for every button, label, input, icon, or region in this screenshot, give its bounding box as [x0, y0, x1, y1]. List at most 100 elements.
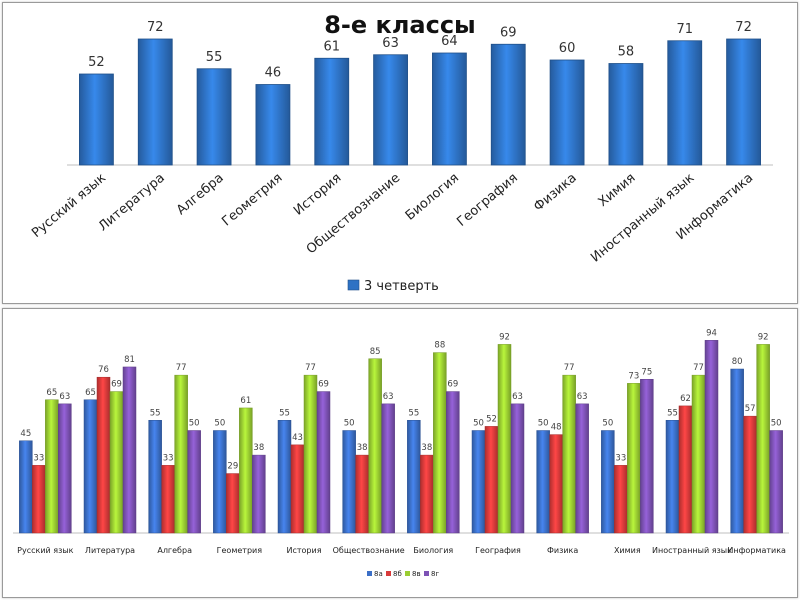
x-tick-label: Информатика: [727, 546, 786, 555]
bar: [704, 340, 719, 534]
x-tick-label: География: [454, 171, 521, 230]
legend-label: 3 четверть: [364, 279, 439, 294]
bar: [726, 38, 761, 166]
x-tick-label: Русский язык: [29, 170, 109, 240]
data-label: 88: [434, 341, 445, 351]
bar: [420, 454, 434, 534]
data-label: 63: [577, 392, 588, 402]
bar: [148, 420, 162, 534]
data-label: 38: [421, 443, 432, 453]
data-label: 55: [206, 50, 223, 65]
bar: [109, 391, 124, 534]
data-label: 33: [615, 453, 626, 463]
data-label: 50: [473, 419, 484, 429]
x-tick-label: Русский язык: [17, 546, 74, 555]
bar: [510, 403, 525, 534]
data-label: 63: [512, 392, 523, 402]
data-label: 50: [189, 419, 200, 429]
bar: [497, 344, 512, 534]
data-label: 69: [318, 380, 329, 390]
bar: [490, 43, 526, 166]
data-label: 52: [486, 414, 497, 424]
x-tick-label: Литература: [85, 546, 135, 555]
bar: [471, 430, 486, 534]
bar: [290, 444, 305, 534]
x-tick-label: Физика: [547, 546, 578, 555]
data-label: 72: [735, 20, 752, 35]
bar: [174, 374, 188, 534]
legend-label: 8а: [374, 570, 383, 578]
x-tick-label: Химия: [596, 171, 639, 210]
data-label: 61: [240, 396, 251, 406]
data-label: 72: [147, 20, 164, 35]
bar: [627, 383, 641, 534]
data-label: 60: [559, 41, 576, 56]
x-tick-label: История: [291, 171, 344, 219]
bar: [355, 454, 369, 534]
data-label: 81: [124, 355, 135, 365]
data-label: 33: [163, 453, 174, 463]
bar: [277, 420, 292, 534]
bar: [96, 376, 111, 534]
data-label: 48: [551, 423, 562, 433]
bar: [161, 465, 175, 534]
bar: [255, 84, 291, 166]
data-label: 62: [680, 394, 691, 404]
x-tick-label: Иностранный язык: [652, 546, 732, 555]
data-label: 69: [500, 25, 517, 40]
x-tick-label: Алгебра: [174, 171, 227, 219]
bar: [342, 430, 356, 534]
legend-swatch: [347, 279, 360, 291]
bar: [58, 403, 72, 534]
data-label: 73: [628, 371, 639, 381]
bar: [608, 63, 644, 166]
data-label: 92: [499, 332, 510, 342]
data-label: 55: [667, 408, 678, 418]
data-label: 63: [382, 36, 399, 51]
data-label: 45: [20, 429, 31, 439]
data-label: 57: [745, 404, 756, 414]
data-label: 50: [602, 419, 613, 429]
bar: [640, 379, 654, 534]
data-label: 55: [279, 408, 290, 418]
data-label: 50: [771, 419, 782, 429]
data-label: 52: [88, 55, 105, 70]
bar: [433, 352, 447, 534]
data-label: 38: [357, 443, 368, 453]
bar: [536, 430, 550, 534]
chart-top-panel: 8-е классы 52 Русский язык 72 Литература 55 А…: [2, 2, 798, 304]
bar: [743, 415, 757, 534]
data-label: 94: [706, 328, 717, 338]
x-tick-label: Биология: [413, 546, 453, 555]
x-tick-label: Обществознание: [333, 546, 405, 555]
bar: [303, 374, 318, 534]
bar: [83, 399, 98, 534]
x-tick-label: Геометрия: [219, 171, 285, 230]
data-label: 38: [253, 443, 264, 453]
data-label: 55: [408, 408, 419, 418]
bar: [575, 403, 589, 534]
bar: [196, 68, 232, 166]
bar: [691, 374, 706, 534]
legend-swatch: [367, 571, 372, 576]
bar: [678, 405, 693, 534]
data-label: 33: [33, 453, 44, 463]
bar: [226, 473, 240, 534]
bar: [79, 73, 114, 166]
bar: [407, 420, 421, 534]
legend-label: 8г: [431, 570, 439, 578]
data-label: 77: [564, 363, 575, 373]
data-label: 80: [732, 357, 743, 367]
legend-swatch: [386, 571, 391, 576]
data-label: 75: [641, 367, 652, 377]
data-label: 92: [758, 332, 769, 342]
bar: [368, 358, 382, 534]
bar: [730, 368, 744, 534]
bar: [484, 426, 499, 534]
data-label: 43: [292, 433, 303, 443]
data-label: 58: [618, 45, 635, 60]
data-label: 50: [344, 419, 355, 429]
bar: [252, 454, 266, 534]
legend-swatch: [424, 571, 429, 576]
